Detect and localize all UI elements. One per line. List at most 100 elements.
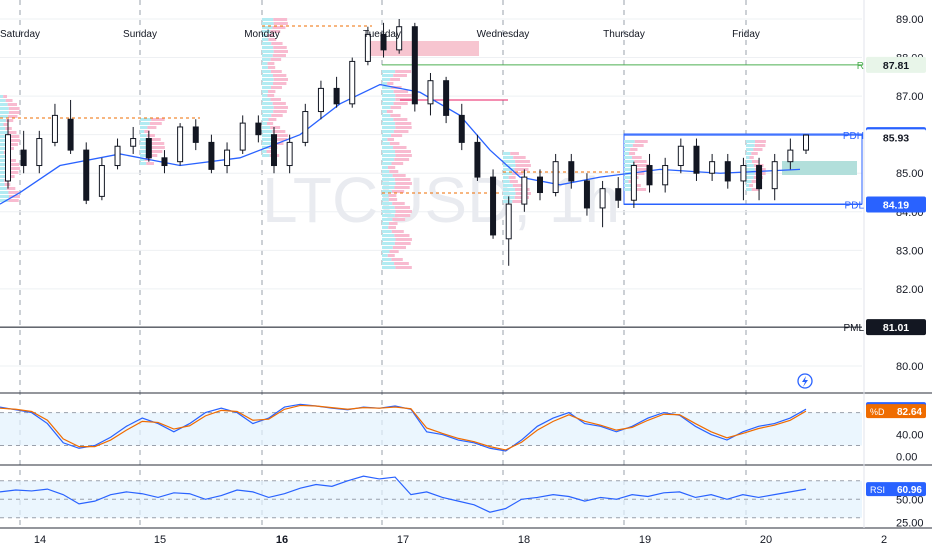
price-tick-label: 80.00 xyxy=(896,361,924,373)
profile-bar xyxy=(0,183,5,186)
profile-bar xyxy=(394,234,410,237)
profile-bar xyxy=(391,230,404,233)
profile-bar xyxy=(624,152,629,155)
profile-bar xyxy=(382,70,396,73)
profile-bar xyxy=(273,78,288,81)
profile-bar xyxy=(0,143,9,146)
profile-bar xyxy=(394,158,410,161)
candle-body xyxy=(271,134,277,167)
profile-bar xyxy=(754,144,766,147)
profile-bar xyxy=(389,222,398,225)
candle-body xyxy=(51,114,58,143)
profile-bar xyxy=(503,160,516,163)
profile-bar xyxy=(387,138,395,141)
profile-bar xyxy=(0,171,9,174)
profile-bar xyxy=(0,123,4,126)
candle-body xyxy=(505,203,512,240)
profile-bar xyxy=(395,266,412,269)
profile-bar xyxy=(382,162,392,165)
level-tag-pdl-bg xyxy=(866,196,926,213)
profile-bar xyxy=(624,168,635,171)
profile-bar xyxy=(149,138,161,141)
profile-bar xyxy=(746,184,750,187)
profile-bar xyxy=(262,26,273,29)
profile-bar xyxy=(273,134,288,137)
level-name-pdh: PDH xyxy=(843,131,864,142)
profile-bar xyxy=(0,99,6,102)
profile-bar xyxy=(0,167,9,170)
profile-bar xyxy=(388,226,396,229)
profile-bar xyxy=(262,46,274,49)
profile-bar xyxy=(270,58,282,61)
profile-bar xyxy=(140,150,151,153)
candle-body xyxy=(255,122,262,136)
profile-bar xyxy=(140,134,147,137)
profile-bar xyxy=(0,115,8,118)
profile-bar xyxy=(3,95,7,98)
profile-bar xyxy=(140,122,150,125)
profile-bar xyxy=(510,152,519,155)
day-label: Saturday xyxy=(0,29,40,40)
profile-bar xyxy=(751,188,759,191)
profile-bar xyxy=(391,162,404,165)
profile-bar xyxy=(273,110,287,113)
profile-bar xyxy=(751,152,758,155)
profile-bar xyxy=(8,167,20,170)
profile-bar xyxy=(382,250,390,253)
profile-bar xyxy=(746,168,755,171)
profile-bar xyxy=(624,164,636,167)
price-tick-label: 89.00 xyxy=(896,14,924,26)
profile-bar xyxy=(503,164,516,167)
profile-bar xyxy=(392,246,406,249)
profile-bar xyxy=(5,127,12,130)
profile-bar xyxy=(382,142,390,145)
price-tick-label: 85.00 xyxy=(896,168,924,180)
profile-bar xyxy=(262,38,269,41)
profile-bar xyxy=(140,126,148,129)
profile-bar xyxy=(382,214,395,217)
profile-bar xyxy=(0,131,8,134)
rsi-pane xyxy=(0,475,862,519)
profile-bar xyxy=(8,195,20,198)
ma-line xyxy=(0,83,801,205)
flash-icon xyxy=(797,373,813,389)
candle-body xyxy=(537,176,543,194)
candle-body xyxy=(443,80,450,116)
profile-bar xyxy=(390,78,400,81)
profile-bar xyxy=(140,162,147,165)
level-tag-r-bg xyxy=(866,56,926,73)
price-tick-label: 87.00 xyxy=(896,91,924,103)
profile-bar xyxy=(0,95,4,98)
day-label: Friday xyxy=(732,29,760,40)
profile-bar xyxy=(382,154,396,157)
profile-bar xyxy=(267,34,274,37)
profile-bar xyxy=(382,138,388,141)
time-tick-label: 17 xyxy=(397,534,409,546)
profile-bar xyxy=(512,172,524,175)
profile-bar xyxy=(382,86,391,89)
profile-bar xyxy=(386,110,393,113)
profile-bar xyxy=(749,184,754,187)
profile-bar xyxy=(388,194,397,197)
candle-body xyxy=(552,161,559,194)
profile-bar xyxy=(630,148,638,151)
profile-bar xyxy=(746,176,754,179)
profile-bar xyxy=(390,114,401,117)
profile-bar xyxy=(503,188,515,191)
profile-bar xyxy=(515,164,531,167)
profile-bar xyxy=(387,82,394,85)
profile-bar xyxy=(8,143,18,146)
candle-body xyxy=(646,165,653,186)
profile-bar xyxy=(262,94,268,97)
profile-bar xyxy=(394,186,410,189)
profile-bar xyxy=(503,200,513,203)
profile-bar xyxy=(268,90,276,93)
profile-bar xyxy=(392,218,406,221)
profile-bar xyxy=(0,187,7,190)
profile-bar xyxy=(382,150,396,153)
profile-bar xyxy=(382,218,393,221)
candles xyxy=(5,19,809,266)
profile-bar xyxy=(503,180,510,183)
candle-body xyxy=(803,134,809,151)
